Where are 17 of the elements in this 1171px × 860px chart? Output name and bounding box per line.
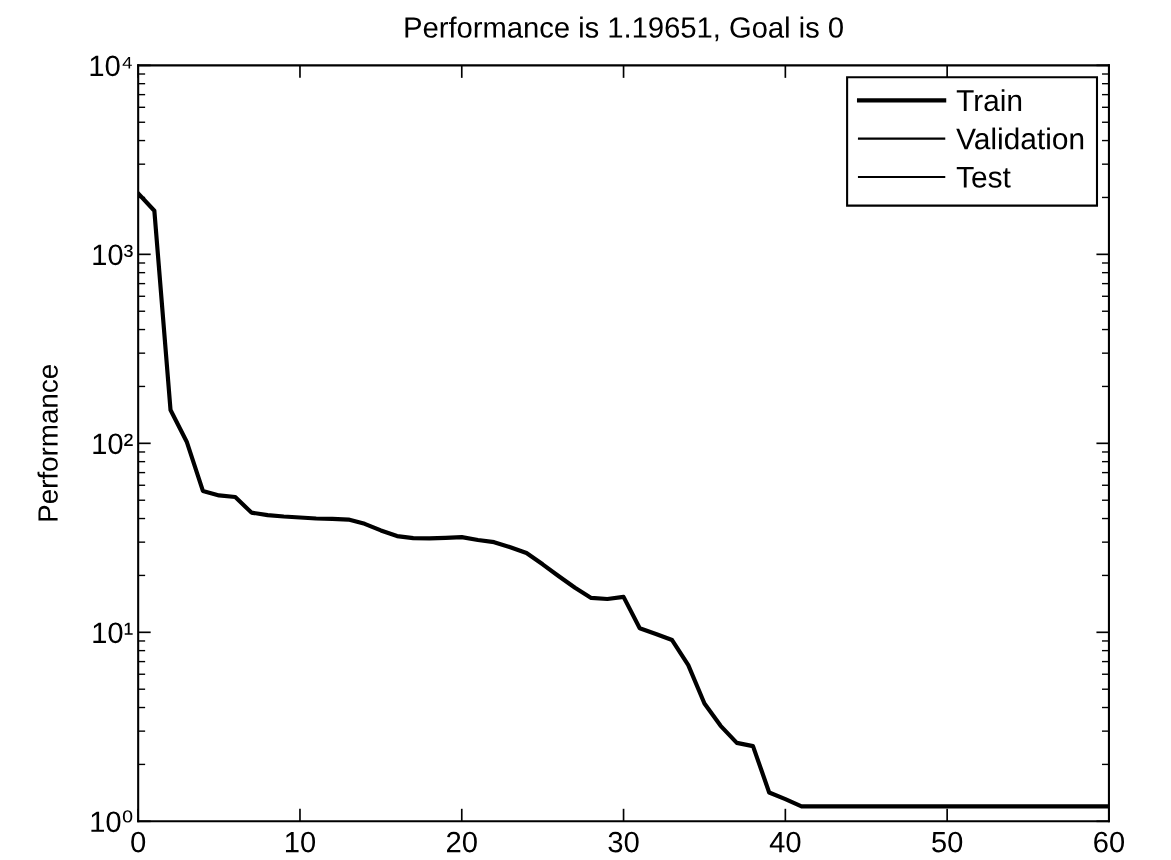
legend-label: Test [956, 166, 1011, 188]
chart-title: Performance is 1.19651, Goal is 0 [405, 16, 843, 42]
x-tick-label: 60 [1094, 831, 1125, 853]
y-tick-label: 10⁴ [90, 55, 132, 77]
y-tick-label: 10¹ [93, 622, 133, 644]
y-tick-label: 10³ [93, 244, 133, 266]
x-tick-label: 10 [285, 831, 316, 853]
x-tick-label: 40 [769, 831, 801, 853]
x-tick-label: 30 [608, 831, 639, 853]
legend-label: Validation [956, 127, 1084, 150]
x-tick-label: 0 [131, 831, 146, 853]
y-tick-label: 10² [93, 433, 133, 455]
legend-label: Train [956, 89, 1022, 112]
x-tick-label: 50 [932, 831, 963, 853]
x-tick-label: 20 [447, 831, 477, 853]
y-axis-title: Performance [37, 365, 58, 521]
y-tick-label: 10⁰ [91, 810, 133, 833]
